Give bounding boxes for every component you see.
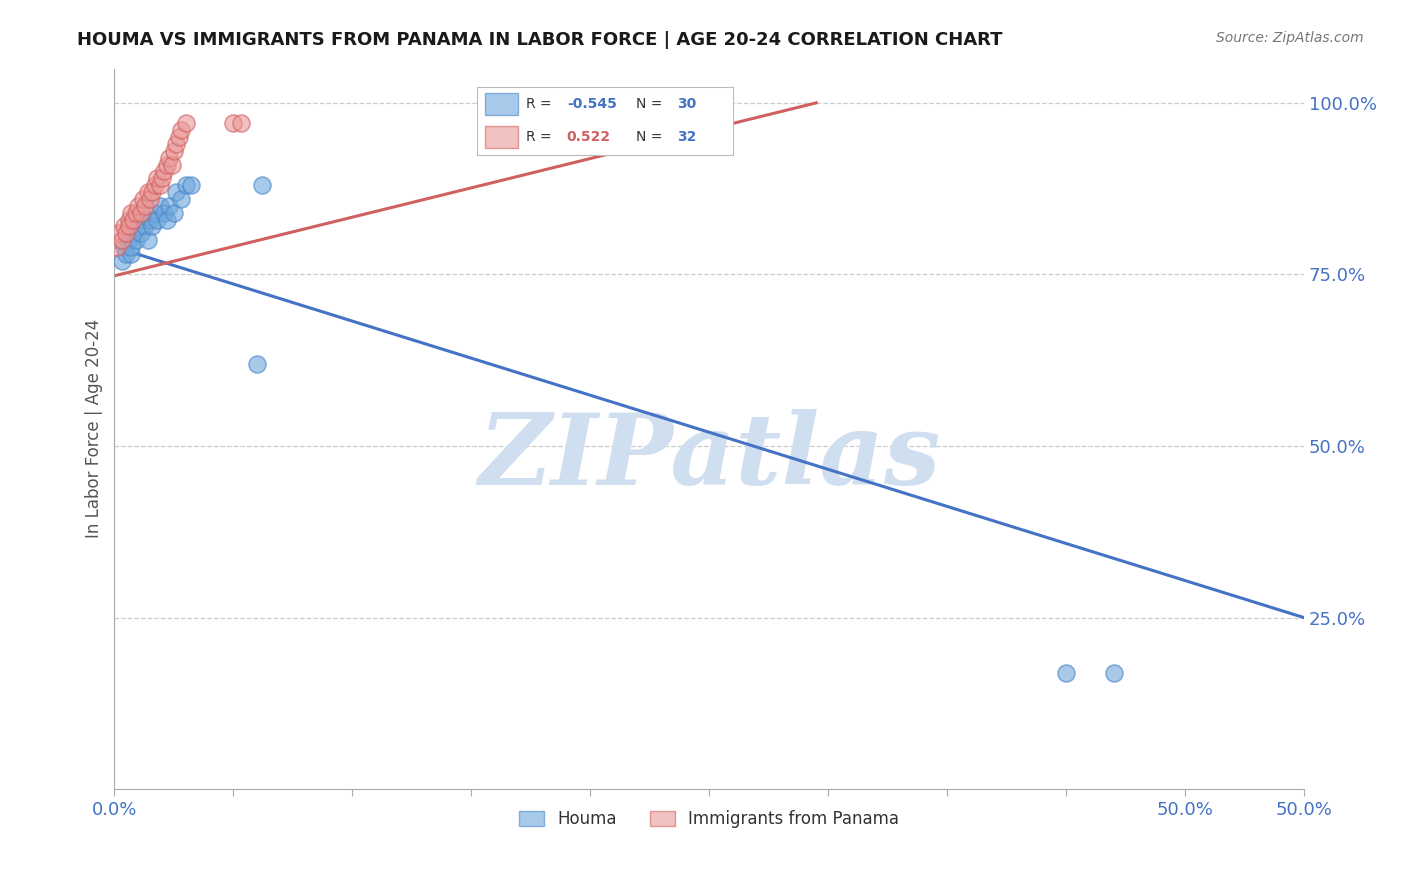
Point [120, 247, 142, 261]
Point [156, 212, 179, 227]
Point [157, 151, 180, 165]
Point [180, 178, 202, 193]
Point [125, 205, 148, 219]
Point [149, 199, 172, 213]
Point [112, 240, 135, 254]
Point [127, 219, 149, 234]
Point [246, 357, 269, 371]
Point [1054, 665, 1077, 680]
Point [134, 219, 156, 234]
Point [139, 192, 162, 206]
Point [115, 247, 138, 261]
Point [229, 116, 252, 130]
Point [125, 233, 148, 247]
Point [1102, 665, 1125, 680]
Point [222, 116, 245, 130]
Point [165, 136, 187, 151]
Point [153, 205, 176, 219]
Point [136, 233, 159, 247]
Point [141, 185, 163, 199]
Point [170, 123, 193, 137]
Point [143, 178, 166, 193]
Point [132, 212, 155, 227]
Y-axis label: In Labor Force | Age 20-24: In Labor Force | Age 20-24 [86, 319, 103, 539]
Point [153, 164, 176, 178]
Point [139, 212, 162, 227]
Point [156, 158, 179, 172]
Point [110, 233, 132, 247]
Point [108, 226, 131, 240]
Point [150, 171, 173, 186]
Point [146, 212, 169, 227]
Point [129, 205, 152, 219]
Point [160, 158, 183, 172]
Point [115, 226, 138, 240]
Text: HOUMA VS IMMIGRANTS FROM PANAMA IN LABOR FORCE | AGE 20-24 CORRELATION CHART: HOUMA VS IMMIGRANTS FROM PANAMA IN LABOR… [77, 31, 1002, 49]
Point [110, 253, 132, 268]
Text: ZIPatlas: ZIPatlas [478, 409, 941, 506]
Point [118, 233, 141, 247]
Point [149, 178, 172, 193]
Point [174, 116, 197, 130]
Point [127, 199, 149, 213]
Point [143, 205, 166, 219]
Point [157, 199, 180, 213]
Point [163, 205, 186, 219]
Point [118, 212, 141, 227]
Legend: Houma, Immigrants from Panama: Houma, Immigrants from Panama [512, 804, 905, 835]
Point [165, 185, 187, 199]
Point [132, 192, 155, 206]
Point [136, 185, 159, 199]
Point [134, 199, 156, 213]
Text: Source: ZipAtlas.com: Source: ZipAtlas.com [1216, 31, 1364, 45]
Point [146, 171, 169, 186]
Point [174, 178, 197, 193]
Point [118, 219, 141, 234]
Point [250, 178, 273, 193]
Point [170, 192, 193, 206]
Point [141, 219, 163, 234]
Point [120, 240, 142, 254]
Point [120, 205, 142, 219]
Point [112, 219, 135, 234]
Point [163, 144, 186, 158]
Point [167, 130, 190, 145]
Point [122, 226, 145, 240]
Point [122, 212, 145, 227]
Point [105, 240, 128, 254]
Point [129, 226, 152, 240]
